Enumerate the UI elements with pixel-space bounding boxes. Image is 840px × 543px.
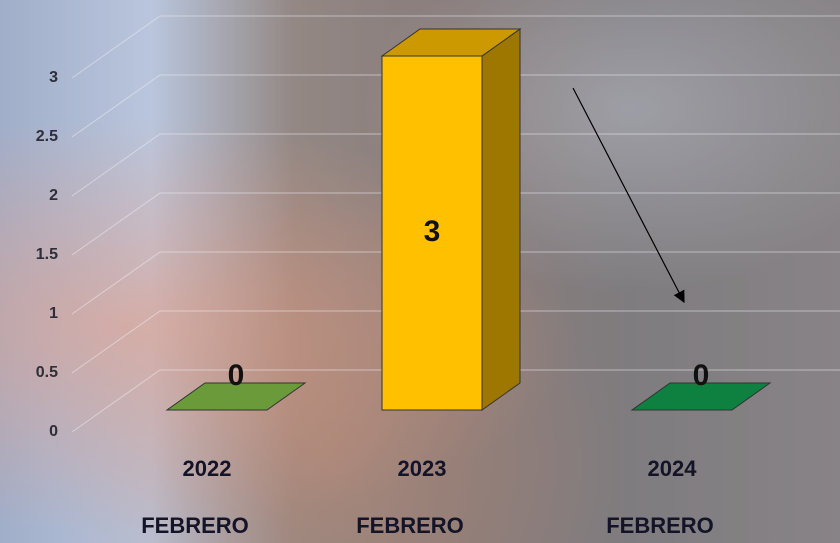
grid-line [71,369,840,433]
x-tick-sublabel: FEBRERO [356,513,464,538]
bar-top [630,382,772,411]
data-label: 0 [228,359,245,392]
bar-side [481,28,521,411]
y-tick-label: 1.5 [36,246,58,263]
bar-top [380,28,522,57]
y-tick-label: 3 [49,69,58,86]
bar-top [165,382,307,411]
grid-line [71,133,840,197]
y-tick-label: 2 [49,187,58,204]
trend-arrow [572,87,685,304]
x-tick-sublabel: FEBRERO [141,513,249,538]
y-tick-label: 0.5 [36,364,58,381]
y-tick-label: 1 [49,305,58,322]
x-tick-label: 2023 [398,456,447,481]
x-tick-label: 2022 [183,456,232,481]
grid-line [71,251,840,315]
x-tick-sublabel: FEBRERO [606,513,714,538]
x-tick-label: 2024 [648,456,698,481]
grid-line [71,15,840,79]
y-tick-label: 2.5 [36,128,58,145]
grid-line [71,192,840,256]
data-label: 3 [424,215,441,248]
grid-line [71,310,840,374]
grid-line [71,74,840,138]
data-label: 0 [693,359,710,392]
bar [381,55,483,411]
y-tick-label: 0 [49,423,58,440]
